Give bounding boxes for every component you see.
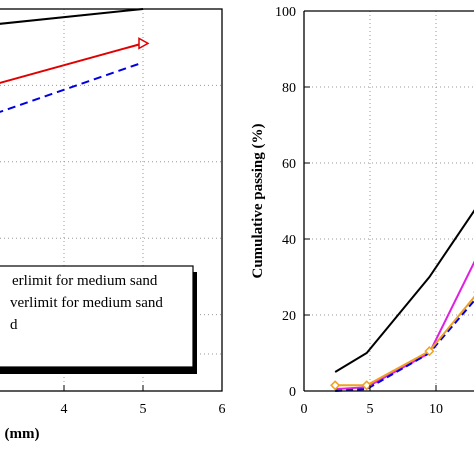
y-tick-label: 100 <box>275 5 296 20</box>
x-axis-label: (mm) <box>5 426 40 442</box>
series-line-1 <box>0 8 144 25</box>
legend-box <box>0 265 194 368</box>
legend-entry-3: d <box>10 317 18 333</box>
series-line-4 <box>335 295 474 387</box>
y-tick-label: 60 <box>282 157 296 172</box>
y-tick-label: 20 <box>282 309 296 324</box>
x-tick-label: 6 <box>219 402 226 417</box>
x-tick-label: 4 <box>61 402 68 417</box>
right-chart-panel: 0 20 40 60 80 100 0 5 10 Cumulative passing (%) <box>250 5 474 417</box>
x-tick-label: 5 <box>140 402 147 417</box>
series-line-2 <box>0 42 144 84</box>
series-line-3 <box>335 299 474 392</box>
y-tick-label: 40 <box>282 233 296 248</box>
y-tick-label: 0 <box>289 385 296 400</box>
left-chart-panel: 4 5 6 erlimit for medium sand verlimit for m… <box>0 8 226 442</box>
x-tick-label: 0 <box>301 402 308 417</box>
x-tick-label: 10 <box>429 402 443 417</box>
series-marker <box>424 346 435 357</box>
series-line-1 <box>334 209 474 373</box>
legend-entry-1: erlimit for medium sand <box>12 273 158 289</box>
legend-entry-2: verlimit for medium sand <box>10 295 163 311</box>
series-line-3 <box>0 61 144 113</box>
series-marker <box>138 37 150 50</box>
x-tick-label: 5 <box>367 402 374 417</box>
series-marker <box>361 380 372 391</box>
plot-frame <box>0 8 223 392</box>
y-tick-label: 80 <box>282 81 296 96</box>
y-axis-label: Cumulative passing (%) <box>250 123 266 278</box>
series-marker <box>330 380 341 391</box>
